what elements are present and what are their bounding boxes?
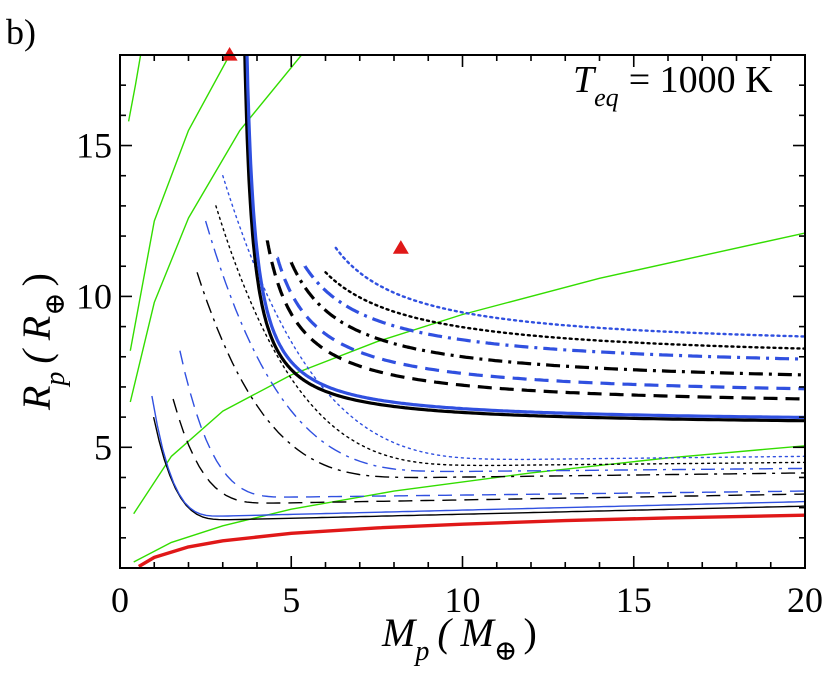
x-axis-subscript: p (413, 636, 429, 667)
black-dashed-thin (172, 398, 805, 504)
red-triangle-top (221, 47, 238, 61)
blue-dashdot-thick (303, 264, 805, 361)
marker-group (221, 47, 409, 254)
temperature-subscript: eq (594, 83, 619, 112)
green-1 (127, 55, 142, 122)
y-tick-label-10: 10 (76, 276, 112, 316)
black-dotted-thick (324, 271, 805, 350)
x-axis-unit-close: ) (523, 610, 536, 655)
y-tick-label-15: 15 (76, 126, 112, 166)
x-axis-earth-symbol: ⊕ (494, 636, 517, 667)
y-axis-unit-open: ( R (14, 316, 59, 364)
temperature-symbol: T (573, 59, 597, 101)
green-5 (133, 445, 805, 563)
x-tick-label-20: 20 (787, 580, 823, 620)
green-2 (129, 55, 231, 351)
x-axis-label: Mp ( M⊕) (381, 610, 537, 667)
panel-label: b) (6, 12, 36, 52)
blue-solid-thin (151, 395, 805, 517)
temperature-annotation: Teq = 1000 K (573, 59, 773, 112)
green-4 (133, 232, 805, 515)
black-solid-thick (243, 55, 805, 423)
x-axis-unit-open: ( M (437, 610, 496, 655)
y-axis-earth-symbol: ⊕ (40, 292, 71, 315)
black-dotted-thin (215, 205, 805, 467)
y-axis-symbol: R (14, 386, 59, 411)
blue-dashed-thick (276, 256, 805, 391)
y-axis-label: Rp ( R⊕) (14, 273, 71, 411)
red-triangle-mid (392, 240, 409, 254)
black-dashdot-thick (289, 261, 805, 377)
x-tick-label-5: 5 (282, 580, 300, 620)
green-3 (129, 55, 303, 403)
x-tick-label-0: 0 (111, 580, 129, 620)
blue-dashed-thin (179, 350, 805, 498)
black-dashed-thick (265, 238, 805, 401)
tick-group (119, 54, 806, 569)
y-axis-unit-close: ) (14, 273, 59, 286)
curve-group (127, 55, 805, 568)
y-tick-label-5: 5 (94, 427, 112, 467)
black-solid-thin (152, 416, 805, 521)
blue-dotted-thin (222, 175, 805, 461)
temperature-value: = 1000 K (629, 59, 773, 101)
tick-label-group: 0 5 10 15 20 5 10 15 (76, 126, 823, 620)
blue-solid-thick (245, 55, 805, 419)
x-axis-symbol: M (381, 610, 418, 655)
y-axis-subscript: p (40, 372, 71, 388)
blue-dotted-thick (334, 246, 805, 338)
red-thick (137, 513, 805, 568)
black-dashdot-thin (196, 272, 805, 479)
x-tick-label-15: 15 (616, 580, 652, 620)
x-tick-label-10: 10 (445, 580, 481, 620)
blue-dashdot-thin (204, 220, 805, 473)
